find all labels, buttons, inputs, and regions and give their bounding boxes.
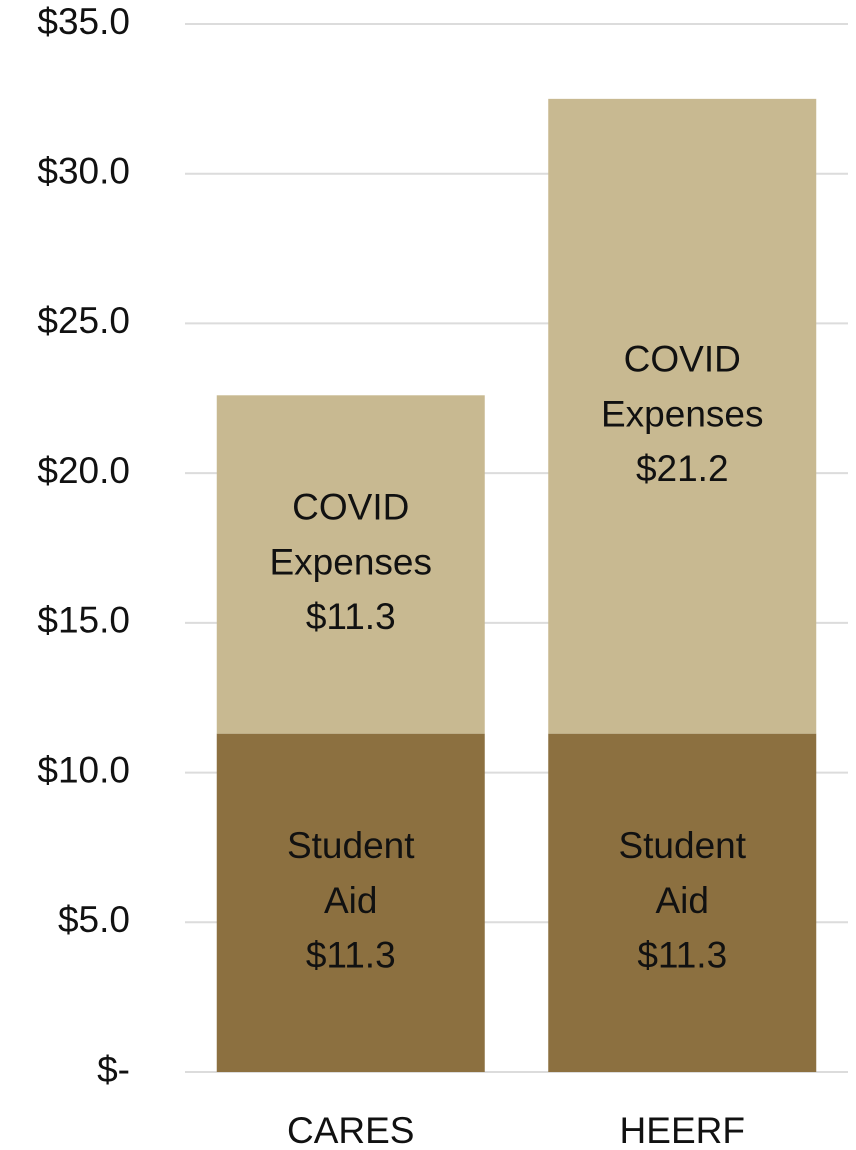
data-label: $21.2 — [636, 448, 729, 489]
bar-segment — [216, 733, 485, 1072]
y-tick-label: $- — [97, 1049, 130, 1090]
x-tick-label: HEERF — [620, 1110, 745, 1150]
data-label: $11.3 — [637, 935, 727, 976]
x-tick-label: CARES — [287, 1110, 414, 1150]
segment-name: Student Aid — [287, 825, 415, 921]
segment-name: Student Aid — [618, 825, 746, 921]
segment-name: COVID Expenses — [270, 486, 433, 582]
bar-segment — [548, 98, 817, 734]
y-tick-label: $30.0 — [37, 150, 130, 191]
y-tick-label: $20.0 — [37, 450, 130, 491]
y-tick-label: $35.0 — [37, 1, 130, 42]
y-tick-label: $5.0 — [58, 899, 130, 940]
data-label: $11.3 — [306, 596, 396, 637]
bar-segment — [548, 733, 817, 1072]
bar-segment — [216, 395, 485, 734]
y-tick-label: $15.0 — [37, 600, 130, 641]
segment-name: COVID Expenses — [601, 338, 764, 434]
y-tick-label: $10.0 — [37, 749, 130, 790]
data-label: $11.3 — [306, 935, 396, 976]
y-tick-label: $25.0 — [37, 300, 130, 341]
